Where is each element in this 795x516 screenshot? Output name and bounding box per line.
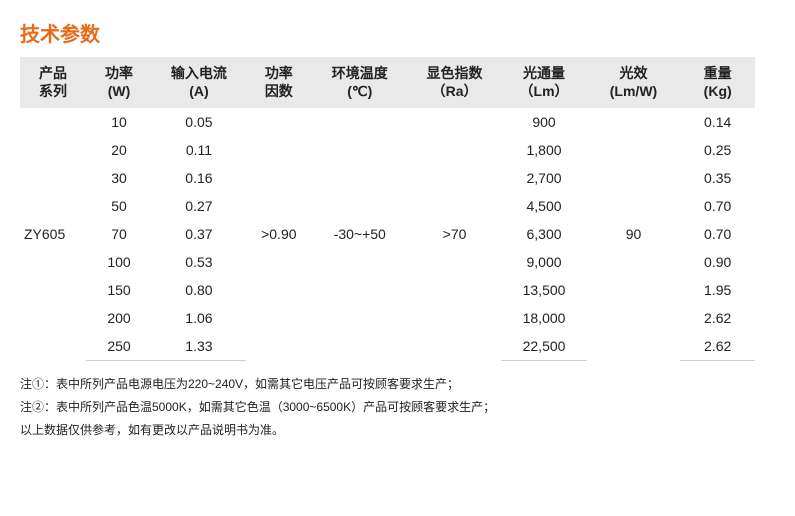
col-cri: 显色指数 （Ra）: [408, 57, 502, 108]
cell-weight: 0.70: [680, 192, 755, 220]
table-row: ZY605100.05>0.90-30~+50>70900900.14: [20, 108, 755, 136]
cell-lumen: 2,700: [501, 164, 586, 192]
cell-lumen: 22,500: [501, 332, 586, 361]
cell-lumen: 6,300: [501, 220, 586, 248]
col-lumen-l1: 光通量: [523, 65, 565, 81]
col-series-l1: 产品: [39, 65, 67, 81]
col-lumen: 光通量 （Lm）: [501, 57, 586, 108]
footnote-3: 以上数据仅供参考，如有更改以产品说明书为准。: [20, 419, 775, 442]
col-current-l2: (A): [158, 83, 240, 101]
col-pf: 功率因数: [246, 57, 312, 108]
col-power-l2: (W): [92, 83, 146, 101]
cell-current: 0.11: [152, 136, 246, 164]
col-ambient-l2: (℃): [318, 83, 402, 101]
cell-ambient: -30~+50: [312, 108, 408, 361]
table-body: ZY605100.05>0.90-30~+50>70900900.14200.1…: [20, 108, 755, 361]
cell-lumen: 13,500: [501, 276, 586, 304]
table-header-row: 产品系列 功率 (W) 输入电流 (A) 功率因数 环境温度 (℃) 显色指数 （Ra）…: [20, 57, 755, 108]
cell-weight: 0.14: [680, 108, 755, 136]
col-weight-l2: (Kg): [686, 83, 749, 101]
cell-weight: 1.95: [680, 276, 755, 304]
cell-current: 1.33: [152, 332, 246, 361]
col-weight-l1: 重量: [704, 65, 732, 81]
col-series: 产品系列: [20, 57, 86, 108]
cell-weight: 0.70: [680, 220, 755, 248]
col-lumen-l2: （Lm）: [507, 83, 580, 101]
footnote-2: 注②：表中所列产品色温5000K，如需其它色温（3000~6500K）产品可按顾…: [20, 396, 775, 419]
col-ambient-l1: 环境温度: [332, 65, 388, 81]
col-efficacy-l2: (Lm/W): [593, 83, 675, 101]
col-power: 功率 (W): [86, 57, 152, 108]
col-efficacy-l1: 光效: [619, 65, 647, 81]
cell-current: 0.80: [152, 276, 246, 304]
cell-power: 250: [86, 332, 152, 361]
col-cri-l1: 显色指数: [427, 65, 483, 81]
cell-power: 100: [86, 248, 152, 276]
cell-lumen: 18,000: [501, 304, 586, 332]
col-efficacy: 光效 (Lm/W): [587, 57, 681, 108]
cell-lumen: 1,800: [501, 136, 586, 164]
cell-series: ZY605: [20, 108, 86, 361]
cell-pf: >0.90: [246, 108, 312, 361]
cell-lumen: 4,500: [501, 192, 586, 220]
cell-weight: 0.25: [680, 136, 755, 164]
col-pf-l1: 功率: [265, 65, 293, 81]
col-series-l2: 系列: [26, 83, 80, 101]
col-ambient: 环境温度 (℃): [312, 57, 408, 108]
col-pf-l2: 因数: [252, 83, 306, 101]
cell-cri: >70: [408, 108, 502, 361]
cell-weight: 0.35: [680, 164, 755, 192]
cell-power: 30: [86, 164, 152, 192]
cell-power: 200: [86, 304, 152, 332]
spec-table: 产品系列 功率 (W) 输入电流 (A) 功率因数 环境温度 (℃) 显色指数 （Ra）…: [20, 57, 755, 361]
footnote-1: 注①：表中所列产品电源电压为220~240V，如需其它电压产品可按顾客要求生产；: [20, 373, 775, 396]
cell-current: 0.37: [152, 220, 246, 248]
cell-weight: 0.90: [680, 248, 755, 276]
cell-power: 70: [86, 220, 152, 248]
footnotes: 注①：表中所列产品电源电压为220~240V，如需其它电压产品可按顾客要求生产；…: [20, 373, 775, 441]
col-current-l1: 输入电流: [171, 65, 227, 81]
col-cri-l2: （Ra）: [414, 83, 496, 101]
cell-weight: 2.62: [680, 304, 755, 332]
col-power-l1: 功率: [105, 65, 133, 81]
cell-power: 150: [86, 276, 152, 304]
col-weight: 重量 (Kg): [680, 57, 755, 108]
cell-lumen: 9,000: [501, 248, 586, 276]
cell-power: 50: [86, 192, 152, 220]
col-current: 输入电流 (A): [152, 57, 246, 108]
cell-power: 20: [86, 136, 152, 164]
cell-current: 0.16: [152, 164, 246, 192]
page-title: 技术参数: [20, 18, 775, 47]
cell-power: 10: [86, 108, 152, 136]
cell-current: 1.06: [152, 304, 246, 332]
cell-current: 0.27: [152, 192, 246, 220]
cell-weight: 2.62: [680, 332, 755, 361]
cell-efficacy: 90: [587, 108, 681, 361]
cell-current: 0.05: [152, 108, 246, 136]
cell-lumen: 900: [501, 108, 586, 136]
cell-current: 0.53: [152, 248, 246, 276]
